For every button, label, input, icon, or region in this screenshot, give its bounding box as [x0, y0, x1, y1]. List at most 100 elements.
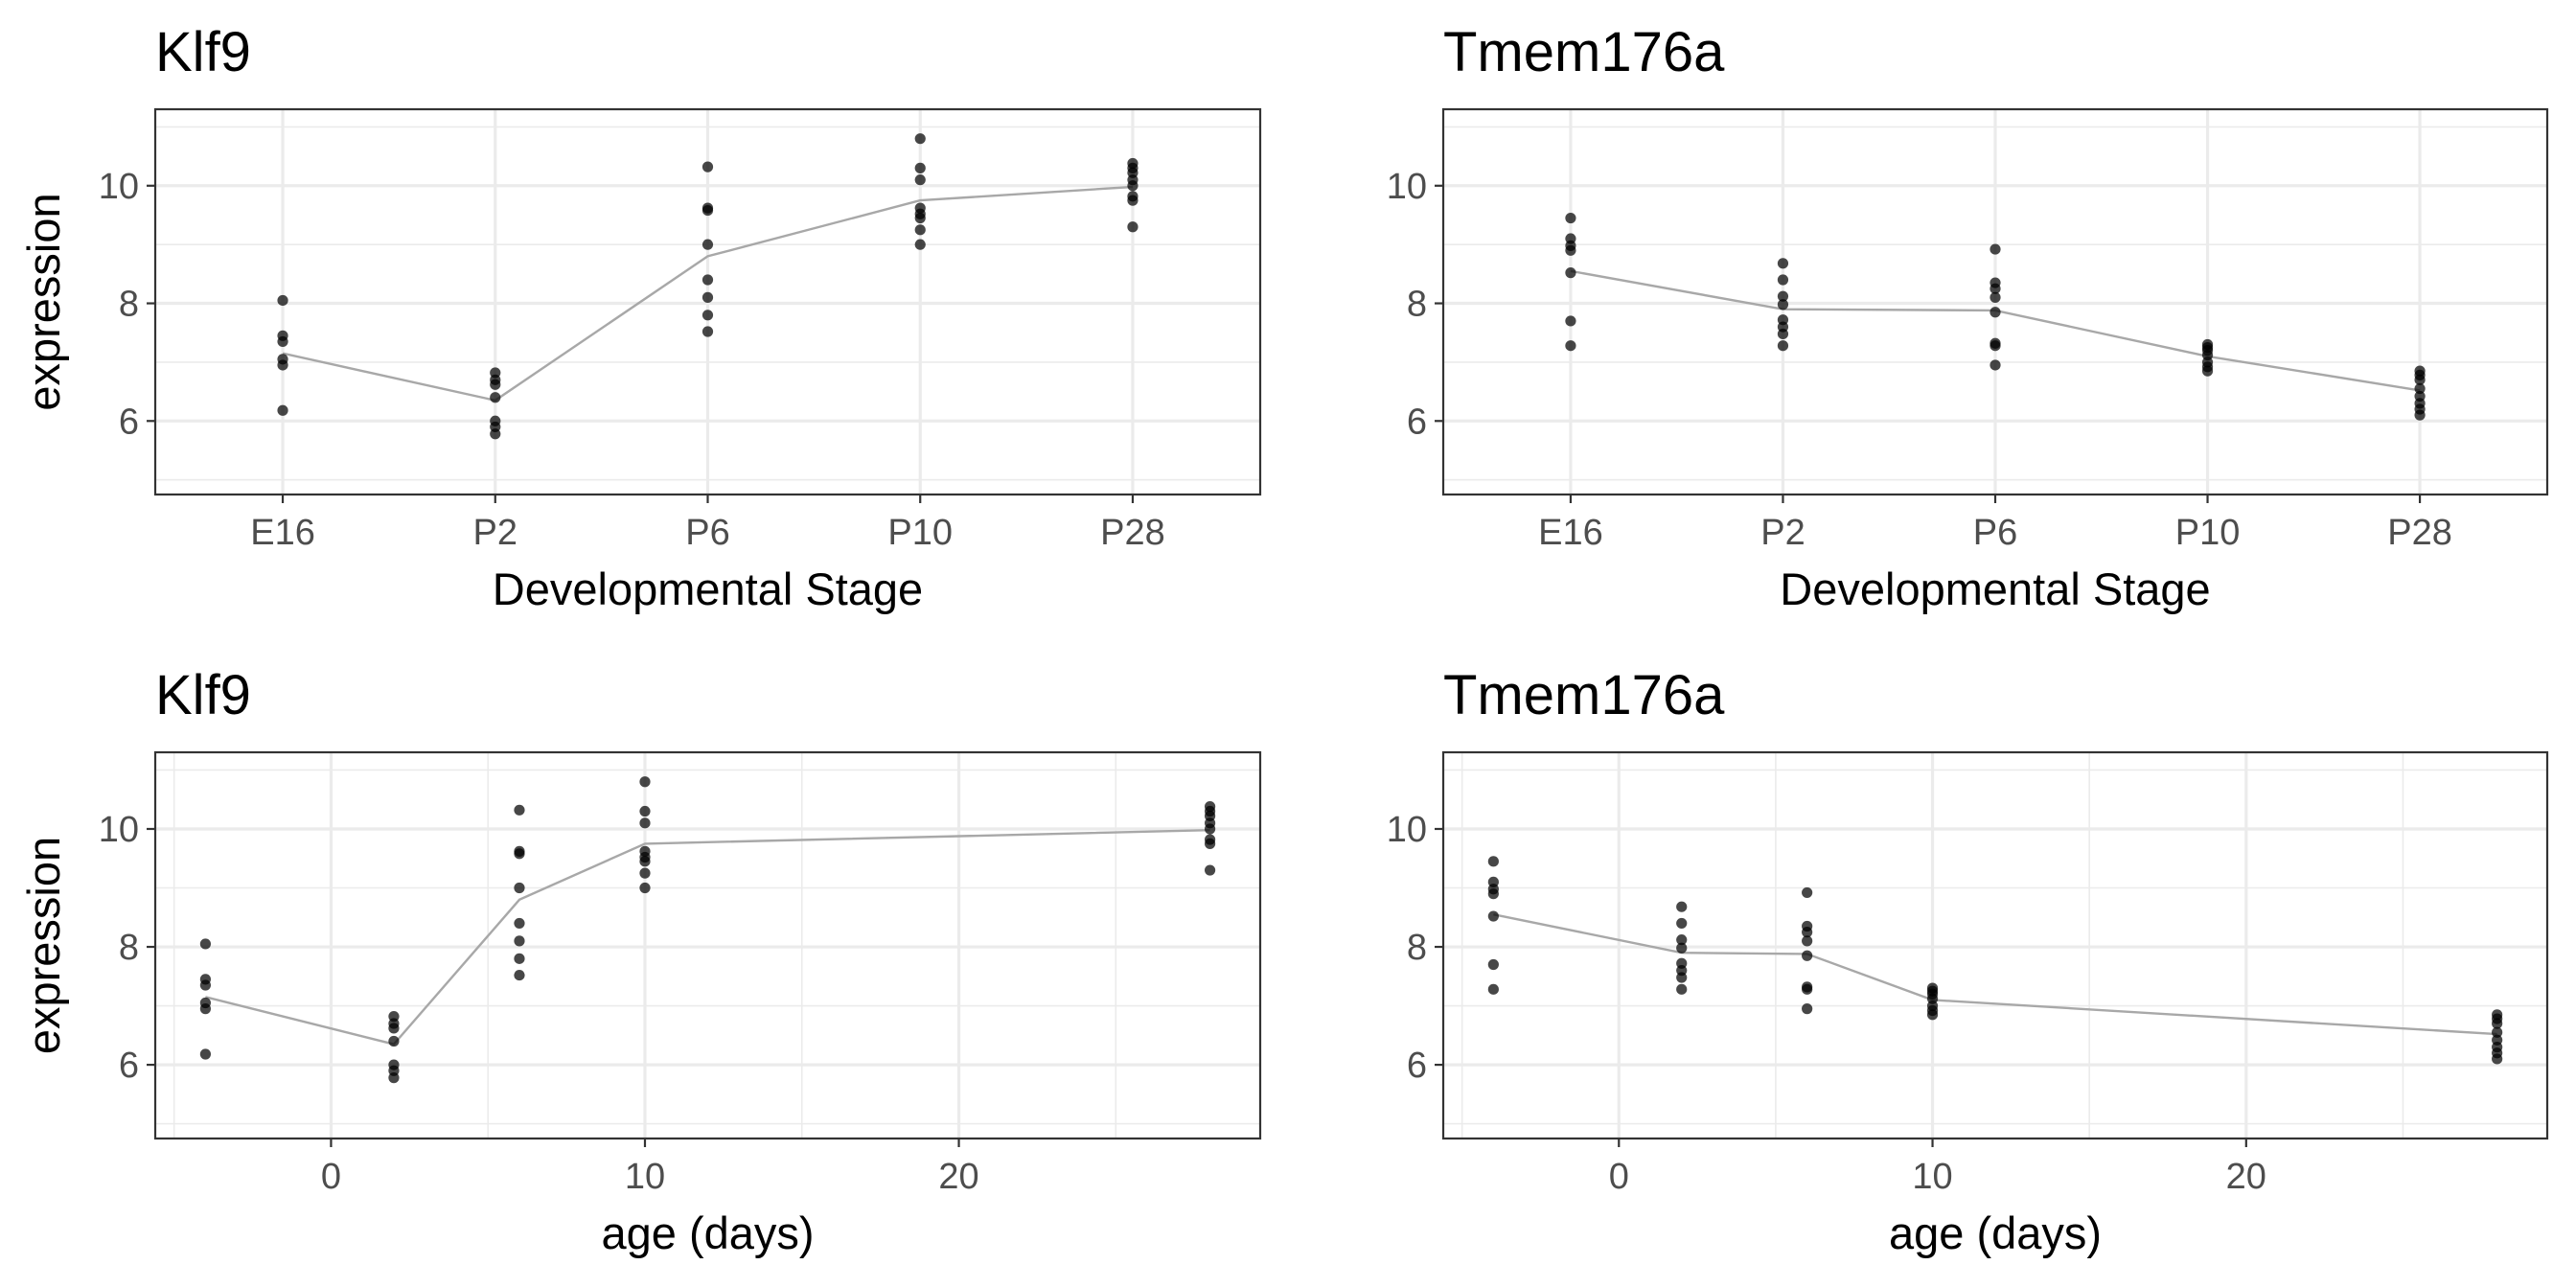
panel-title: Klf9 — [155, 21, 251, 83]
data-point — [514, 804, 525, 816]
chart-panel-4: 6 8 10 0 10 20 Tmem176a age (days) — [1387, 664, 2549, 1258]
data-point — [199, 1048, 212, 1060]
panel-title: Tmem176a — [1443, 664, 1725, 726]
y-axis-title: expression — [18, 837, 69, 1054]
x-tick-label: P6 — [1973, 513, 2017, 553]
x-tick-label: P28 — [1100, 513, 1165, 553]
data-point — [1204, 823, 1216, 835]
data-point — [1676, 942, 1688, 954]
data-point — [914, 133, 926, 145]
data-point — [490, 428, 501, 440]
x-tick-label: P10 — [2175, 513, 2241, 553]
data-point — [388, 1035, 400, 1047]
data-point — [702, 326, 714, 337]
x-tick-label: 10 — [625, 1157, 665, 1197]
data-point — [514, 917, 525, 930]
data-point — [702, 274, 714, 286]
data-point — [1926, 1009, 1939, 1021]
gridlines — [1443, 109, 2547, 494]
x-tick-label: 20 — [938, 1157, 978, 1197]
data-point — [199, 938, 212, 950]
data-point — [490, 392, 501, 403]
x-axis-title: Developmental Stage — [1780, 564, 2210, 614]
data-point — [514, 953, 525, 964]
y-tick-label: 6 — [119, 402, 139, 442]
data-point — [1127, 221, 1138, 233]
data-point — [914, 224, 926, 236]
data-point — [1127, 195, 1138, 206]
x-axis-title: Developmental Stage — [493, 564, 923, 614]
data-point — [702, 161, 714, 172]
data-point — [514, 935, 525, 947]
data-point — [2492, 1026, 2503, 1038]
data-point — [1565, 315, 1576, 327]
x-tick-label: 20 — [2226, 1157, 2266, 1197]
y-tick-label: 10 — [99, 167, 139, 207]
y-tick-label: 8 — [119, 928, 139, 968]
data-point — [1802, 950, 1813, 961]
y-tick-label: 10 — [1387, 167, 1427, 207]
data-point — [1990, 307, 2001, 318]
x-tick-label: E16 — [250, 513, 315, 553]
y-tick-label: 10 — [99, 810, 139, 850]
data-point — [2414, 409, 2426, 421]
data-point — [277, 404, 288, 416]
x-tick-label: P2 — [473, 513, 518, 553]
panel-border — [153, 750, 1262, 1140]
x-tick-label: P6 — [685, 513, 729, 553]
x-axis-title: age (days) — [1889, 1208, 2102, 1258]
data-point — [1777, 340, 1789, 352]
y-tick-label: 8 — [1407, 928, 1427, 968]
data-point — [514, 969, 525, 981]
data-point — [639, 882, 651, 894]
chart-panel-3: 6 8 10 0 10 20 Klf9 age (days) expression — [18, 664, 1262, 1258]
data-point — [1487, 958, 1499, 971]
data-point — [914, 239, 926, 250]
data-point — [702, 291, 714, 303]
data-points — [199, 776, 1216, 1084]
y-tick-label: 6 — [1407, 1046, 1427, 1086]
data-point — [388, 1023, 400, 1034]
data-point — [1676, 972, 1688, 983]
gridlines — [1443, 752, 2547, 1138]
data-points — [277, 133, 1138, 440]
data-point — [1802, 927, 1813, 938]
data-point — [1204, 864, 1216, 876]
data-point — [1676, 934, 1688, 946]
data-point — [1127, 180, 1138, 192]
x-tick-label: P28 — [2387, 513, 2452, 553]
data-point — [388, 1072, 400, 1084]
data-point — [702, 204, 714, 217]
y-tick-label: 10 — [1387, 810, 1427, 850]
chart-panel-2: 6 8 10 E16 P2 P6 P10 P28 Tmem176a Developmental S… — [1387, 21, 2549, 614]
x-axis-title: age (days) — [601, 1208, 814, 1258]
x-tick-label: 0 — [1609, 1157, 1629, 1197]
data-point — [914, 174, 926, 186]
panel-title: Klf9 — [155, 664, 251, 726]
data-point — [514, 882, 525, 894]
data-point — [1802, 935, 1813, 947]
trend-line — [1493, 913, 2497, 1036]
data-point — [2201, 365, 2214, 377]
data-point — [1802, 886, 1813, 899]
data-point — [1777, 274, 1789, 286]
trend-line — [282, 185, 1134, 402]
data-point — [1204, 838, 1216, 849]
data-point — [1487, 856, 1499, 867]
data-point — [639, 817, 651, 829]
data-point — [1565, 212, 1576, 224]
data-point — [1990, 291, 2001, 303]
y-axis-title: expression — [18, 193, 69, 410]
data-point — [639, 805, 651, 817]
data-point — [277, 359, 288, 371]
data-point — [1676, 983, 1688, 995]
data-point — [702, 310, 714, 321]
data-points — [1487, 856, 2503, 1065]
data-point — [514, 848, 525, 860]
data-point — [1990, 359, 2001, 371]
data-point — [1565, 267, 1576, 279]
data-point — [2492, 1018, 2503, 1029]
data-point — [2414, 374, 2426, 385]
y-tick-label: 6 — [1407, 402, 1427, 442]
data-point — [1777, 258, 1789, 269]
